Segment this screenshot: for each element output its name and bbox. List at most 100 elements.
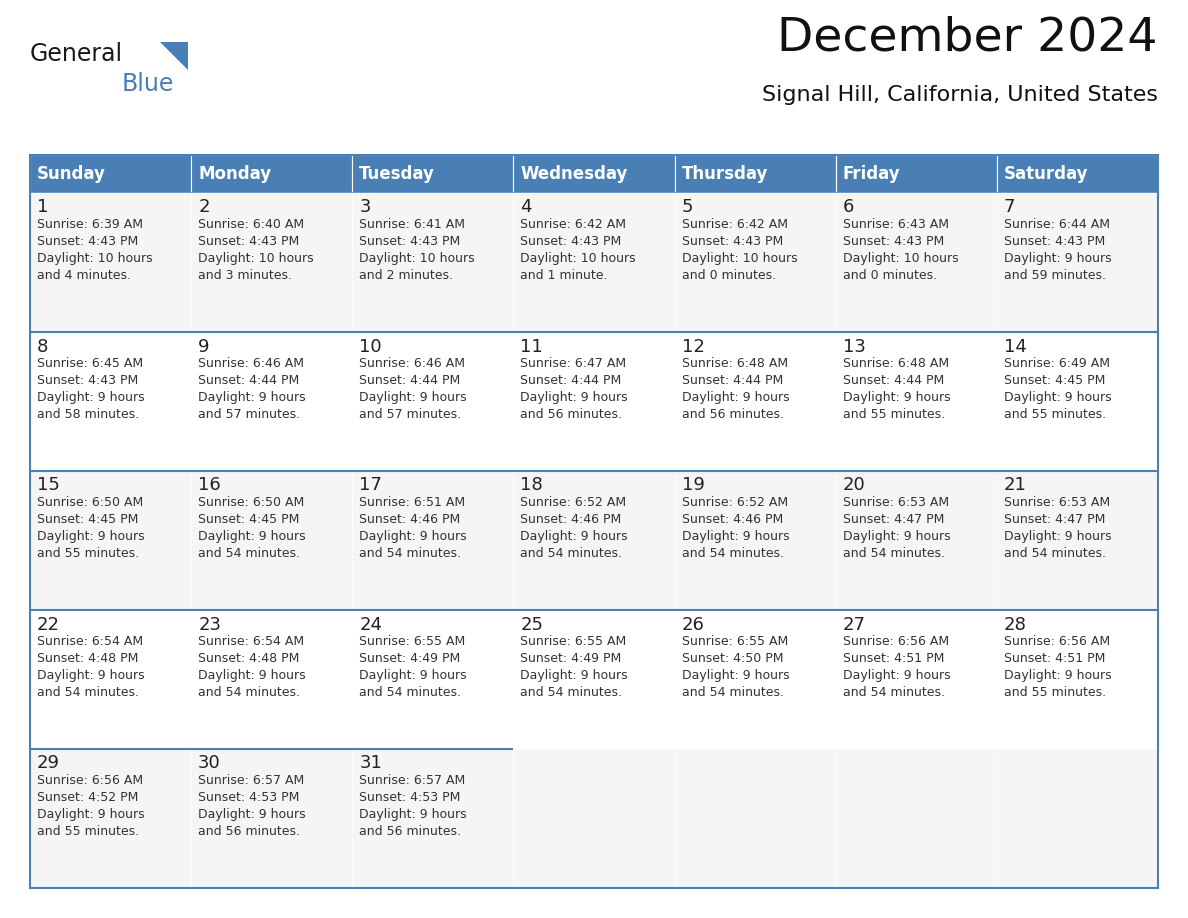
- Text: Sunset: 4:44 PM: Sunset: 4:44 PM: [198, 374, 299, 387]
- Bar: [835, 155, 997, 193]
- Text: 9: 9: [198, 338, 209, 355]
- Text: Sunrise: 6:50 AM: Sunrise: 6:50 AM: [37, 496, 144, 509]
- Text: Sunset: 4:45 PM: Sunset: 4:45 PM: [198, 513, 299, 526]
- Bar: [513, 332, 675, 471]
- Bar: [835, 471, 997, 610]
- Bar: [675, 193, 835, 332]
- Bar: [835, 332, 997, 471]
- Bar: [191, 332, 353, 471]
- Text: 26: 26: [682, 615, 704, 633]
- Text: 30: 30: [198, 755, 221, 773]
- Text: and 0 minutes.: and 0 minutes.: [682, 269, 776, 282]
- Text: 25: 25: [520, 615, 543, 633]
- Text: Daylight: 10 hours: Daylight: 10 hours: [37, 252, 152, 265]
- Text: 4: 4: [520, 198, 532, 217]
- Text: Sunrise: 6:54 AM: Sunrise: 6:54 AM: [198, 635, 304, 648]
- Text: Sunrise: 6:54 AM: Sunrise: 6:54 AM: [37, 635, 143, 648]
- Text: Sunset: 4:53 PM: Sunset: 4:53 PM: [198, 791, 299, 804]
- Text: Sunset: 4:48 PM: Sunset: 4:48 PM: [37, 652, 138, 665]
- Text: and 55 minutes.: and 55 minutes.: [37, 547, 139, 560]
- Text: Sunset: 4:51 PM: Sunset: 4:51 PM: [1004, 652, 1105, 665]
- Bar: [997, 471, 1158, 610]
- Text: and 55 minutes.: and 55 minutes.: [37, 825, 139, 838]
- Bar: [513, 749, 675, 888]
- Text: Sunrise: 6:55 AM: Sunrise: 6:55 AM: [520, 635, 627, 648]
- Text: Sunset: 4:43 PM: Sunset: 4:43 PM: [37, 235, 138, 248]
- Text: Sunrise: 6:55 AM: Sunrise: 6:55 AM: [682, 635, 788, 648]
- Text: 18: 18: [520, 476, 543, 495]
- Text: and 54 minutes.: and 54 minutes.: [37, 686, 139, 699]
- Text: General: General: [30, 42, 124, 66]
- Text: 5: 5: [682, 198, 693, 217]
- Text: 14: 14: [1004, 338, 1026, 355]
- Text: Blue: Blue: [122, 72, 175, 96]
- Text: Daylight: 9 hours: Daylight: 9 hours: [1004, 530, 1112, 543]
- Text: Sunrise: 6:46 AM: Sunrise: 6:46 AM: [359, 357, 466, 370]
- Text: 8: 8: [37, 338, 49, 355]
- Bar: [353, 749, 513, 888]
- Text: Daylight: 9 hours: Daylight: 9 hours: [359, 530, 467, 543]
- Text: Daylight: 9 hours: Daylight: 9 hours: [842, 530, 950, 543]
- Text: and 57 minutes.: and 57 minutes.: [198, 408, 301, 421]
- Bar: [353, 610, 513, 749]
- Bar: [997, 155, 1158, 193]
- Text: and 58 minutes.: and 58 minutes.: [37, 408, 139, 421]
- Text: 21: 21: [1004, 476, 1026, 495]
- Text: Sunset: 4:43 PM: Sunset: 4:43 PM: [1004, 235, 1105, 248]
- Text: and 54 minutes.: and 54 minutes.: [520, 686, 623, 699]
- Bar: [675, 332, 835, 471]
- Text: Sunrise: 6:41 AM: Sunrise: 6:41 AM: [359, 218, 466, 231]
- Text: Daylight: 9 hours: Daylight: 9 hours: [359, 669, 467, 682]
- Text: Sunrise: 6:55 AM: Sunrise: 6:55 AM: [359, 635, 466, 648]
- Bar: [30, 155, 1158, 888]
- Bar: [30, 155, 191, 193]
- Bar: [30, 193, 191, 332]
- Text: and 56 minutes.: and 56 minutes.: [682, 408, 784, 421]
- Text: and 59 minutes.: and 59 minutes.: [1004, 269, 1106, 282]
- Text: 31: 31: [359, 755, 383, 773]
- Text: Daylight: 9 hours: Daylight: 9 hours: [37, 391, 145, 404]
- Bar: [191, 471, 353, 610]
- Text: Sunset: 4:53 PM: Sunset: 4:53 PM: [359, 791, 461, 804]
- Text: and 54 minutes.: and 54 minutes.: [198, 686, 301, 699]
- Bar: [675, 610, 835, 749]
- Text: Tuesday: Tuesday: [359, 165, 435, 183]
- Text: Sunrise: 6:57 AM: Sunrise: 6:57 AM: [359, 774, 466, 787]
- Text: Daylight: 9 hours: Daylight: 9 hours: [1004, 391, 1112, 404]
- Text: Sunrise: 6:45 AM: Sunrise: 6:45 AM: [37, 357, 143, 370]
- Text: Daylight: 9 hours: Daylight: 9 hours: [842, 669, 950, 682]
- Text: and 57 minutes.: and 57 minutes.: [359, 408, 461, 421]
- Text: and 54 minutes.: and 54 minutes.: [198, 547, 301, 560]
- Text: Sunset: 4:46 PM: Sunset: 4:46 PM: [359, 513, 461, 526]
- Text: and 55 minutes.: and 55 minutes.: [1004, 408, 1106, 421]
- Text: Daylight: 9 hours: Daylight: 9 hours: [842, 391, 950, 404]
- Text: 22: 22: [37, 615, 61, 633]
- Text: Thursday: Thursday: [682, 165, 767, 183]
- Text: Daylight: 9 hours: Daylight: 9 hours: [1004, 669, 1112, 682]
- Text: Sunset: 4:47 PM: Sunset: 4:47 PM: [842, 513, 944, 526]
- Text: Monday: Monday: [198, 165, 271, 183]
- Text: Sunset: 4:47 PM: Sunset: 4:47 PM: [1004, 513, 1105, 526]
- Bar: [30, 610, 191, 749]
- Text: Daylight: 10 hours: Daylight: 10 hours: [359, 252, 475, 265]
- Text: Sunrise: 6:42 AM: Sunrise: 6:42 AM: [520, 218, 626, 231]
- Text: 20: 20: [842, 476, 866, 495]
- Text: 27: 27: [842, 615, 866, 633]
- Text: Daylight: 9 hours: Daylight: 9 hours: [37, 530, 145, 543]
- Text: Sunrise: 6:53 AM: Sunrise: 6:53 AM: [1004, 496, 1110, 509]
- Text: Daylight: 9 hours: Daylight: 9 hours: [37, 808, 145, 821]
- Text: Daylight: 9 hours: Daylight: 9 hours: [198, 391, 305, 404]
- Bar: [513, 610, 675, 749]
- Bar: [675, 155, 835, 193]
- Text: Daylight: 9 hours: Daylight: 9 hours: [520, 391, 628, 404]
- Bar: [997, 193, 1158, 332]
- Text: Daylight: 10 hours: Daylight: 10 hours: [198, 252, 314, 265]
- Text: Sunrise: 6:50 AM: Sunrise: 6:50 AM: [198, 496, 304, 509]
- Text: Sunrise: 6:51 AM: Sunrise: 6:51 AM: [359, 496, 466, 509]
- Text: Sunset: 4:44 PM: Sunset: 4:44 PM: [682, 374, 783, 387]
- Text: and 4 minutes.: and 4 minutes.: [37, 269, 131, 282]
- Bar: [835, 193, 997, 332]
- Text: 28: 28: [1004, 615, 1026, 633]
- Text: Signal Hill, California, United States: Signal Hill, California, United States: [762, 85, 1158, 105]
- Text: Daylight: 9 hours: Daylight: 9 hours: [359, 808, 467, 821]
